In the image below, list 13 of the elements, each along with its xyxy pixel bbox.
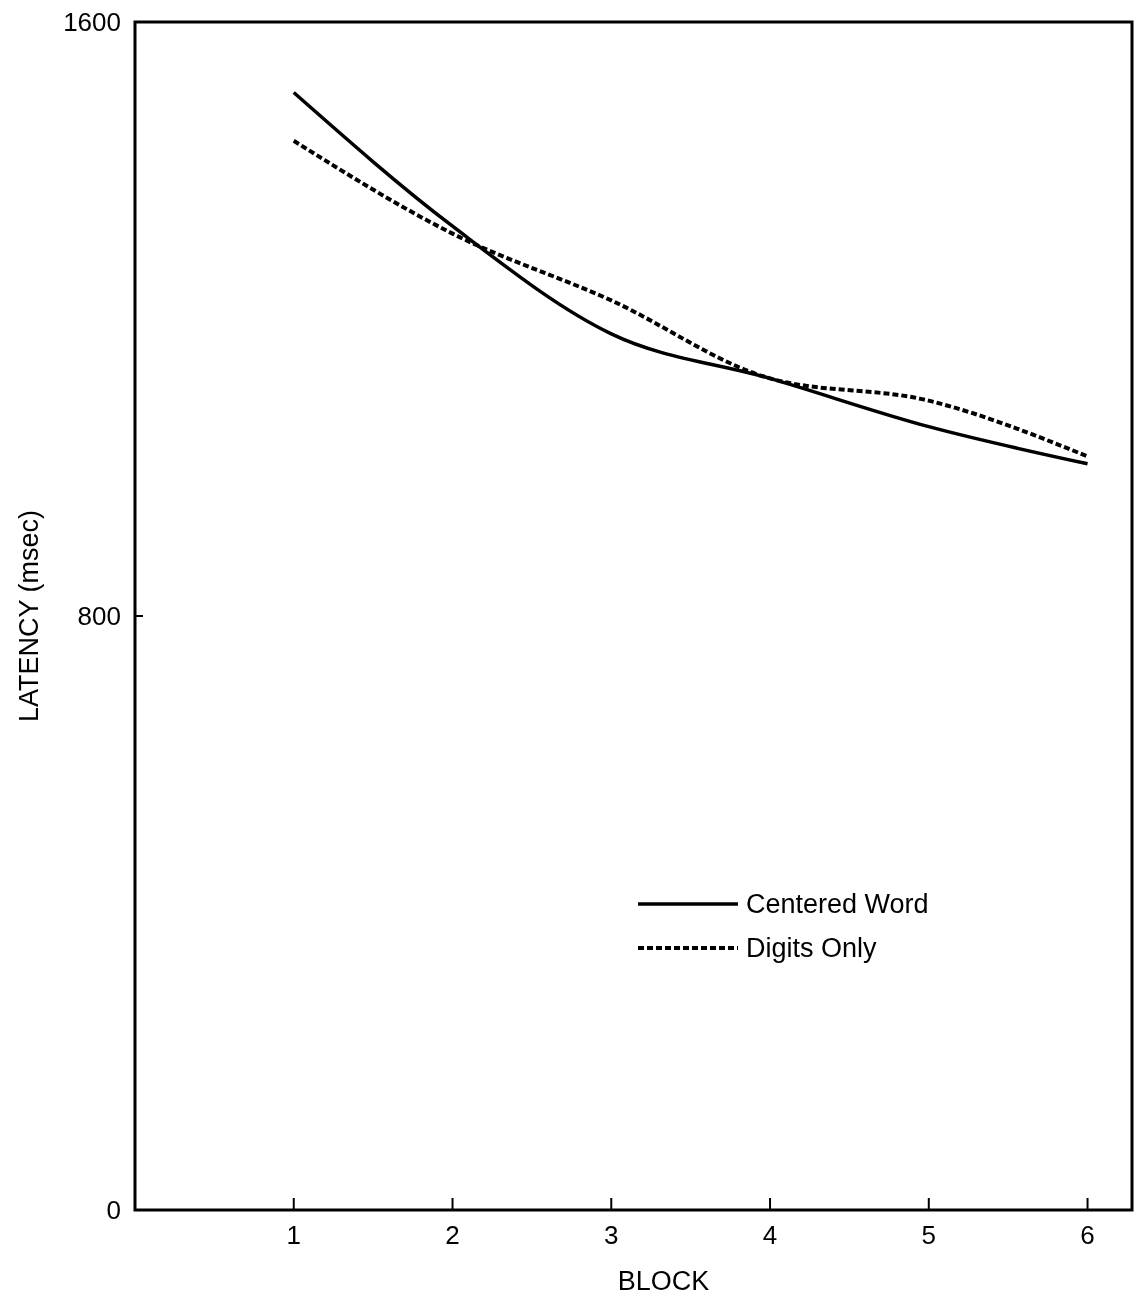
y-axis-title: LATENCY (msec) bbox=[14, 509, 44, 723]
x-tick-label: 1 bbox=[286, 1220, 301, 1250]
x-tick-label: 5 bbox=[921, 1220, 937, 1250]
x-axis-title: BLOCK bbox=[617, 1266, 710, 1296]
x-tick-label: 4 bbox=[762, 1220, 778, 1250]
y-tick-label: 0 bbox=[106, 1195, 121, 1226]
legend-label: Digits Only bbox=[746, 933, 878, 964]
x-tick-label: 2 bbox=[445, 1220, 460, 1250]
legend-label: Centered Word bbox=[746, 889, 929, 920]
x-tick-label: 6 bbox=[1080, 1220, 1095, 1250]
y-tick-label: 800 bbox=[77, 601, 121, 632]
x-tick-label: 3 bbox=[604, 1220, 619, 1250]
y-tick-label: 1600 bbox=[63, 7, 121, 38]
